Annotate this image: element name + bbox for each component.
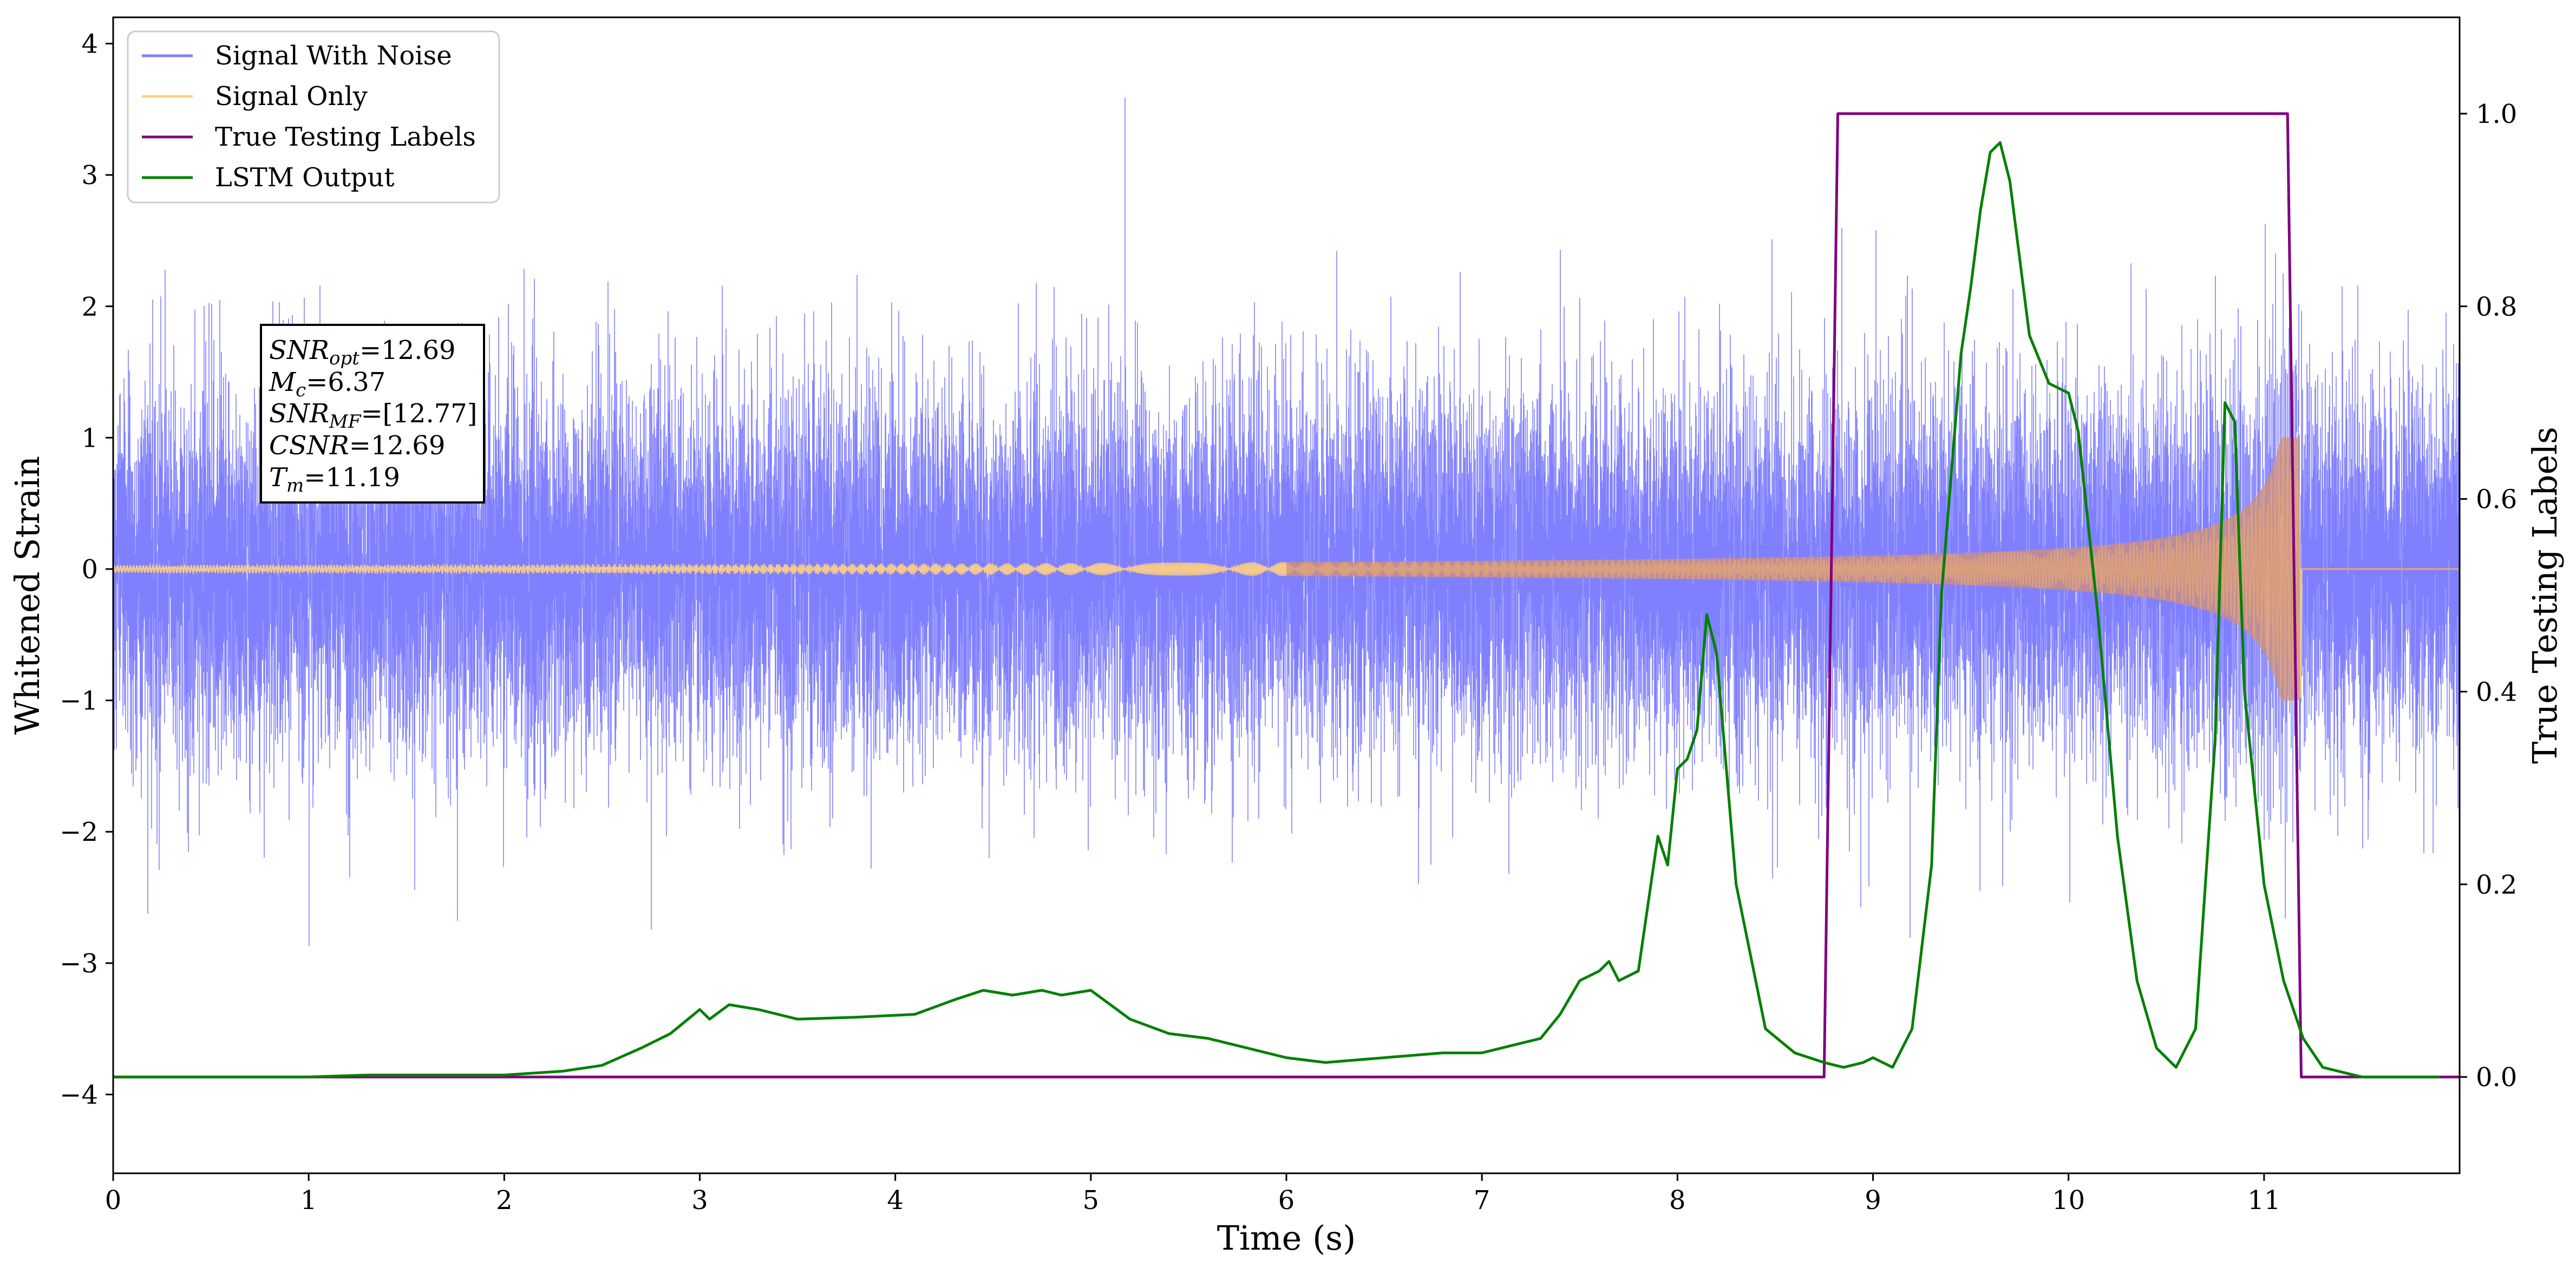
y-tick-label: 3 bbox=[81, 160, 98, 191]
annotation-csnr: CSNR=12.69 bbox=[269, 430, 445, 461]
y-axis-title: Whitened Strain bbox=[8, 456, 47, 735]
annotation-snr-opt: SNRopt=12.69 bbox=[269, 335, 456, 369]
x-tick-label: 10 bbox=[2052, 1185, 2085, 1216]
x-tick-label: 0 bbox=[105, 1185, 122, 1216]
annotation-tm: Tm=11.19 bbox=[269, 462, 400, 496]
signal-only-envelope bbox=[1286, 437, 2300, 701]
y-tick-label: 0 bbox=[81, 554, 98, 585]
y-tick-label: −3 bbox=[60, 949, 98, 979]
annotation-frame bbox=[260, 324, 485, 504]
y2-tick-label: 0.0 bbox=[2476, 1062, 2517, 1093]
y-axis-ticks: −4 −3 −2 −1 0 1 2 3 4 bbox=[60, 29, 113, 1110]
x-tick-label: 2 bbox=[496, 1185, 513, 1216]
y2-tick-label: 0.8 bbox=[2476, 292, 2517, 322]
y2-tick-label: 0.2 bbox=[2476, 870, 2517, 900]
x-axis-ticks: 0 1 2 3 4 5 6 7 8 9 10 11 bbox=[105, 1173, 2280, 1216]
y2-axis-ticks: 0.0 0.2 0.4 0.6 0.8 1.0 bbox=[2460, 99, 2517, 1093]
lstm-output-line bbox=[113, 141, 2440, 1079]
y2-tick-label: 0.6 bbox=[2476, 485, 2517, 515]
y-tick-label: −1 bbox=[60, 686, 98, 716]
legend-label: True Testing Labels bbox=[215, 122, 476, 152]
annotation-snr-mf: SNRMF=[12.77] bbox=[269, 398, 478, 433]
legend-label: Signal With Noise bbox=[215, 41, 452, 71]
signal-only-series bbox=[112, 437, 2460, 701]
legend-label: LSTM Output bbox=[215, 162, 395, 193]
x-tick-label: 5 bbox=[1083, 1185, 1100, 1216]
true-testing-labels-line bbox=[113, 112, 2460, 1079]
metrics-annotation-box: SNRopt=12.69 Mc=6.37 SNRMF=[12.77] CSNR=… bbox=[260, 324, 485, 504]
legend-label: Signal Only bbox=[215, 81, 368, 112]
legend: Signal With Noise Signal Only True Testing… bbox=[127, 30, 500, 204]
y2-tick-label: 1.0 bbox=[2476, 99, 2517, 129]
x-tick-label: 6 bbox=[1278, 1185, 1295, 1216]
x-tick-label: 1 bbox=[300, 1185, 317, 1216]
lstm-output-series bbox=[113, 141, 2440, 1079]
annotation-mc: Mc=6.37 bbox=[269, 367, 385, 401]
legend-frame bbox=[127, 30, 500, 204]
y-tick-label: 1 bbox=[81, 423, 98, 453]
y-tick-label: −2 bbox=[60, 817, 98, 847]
y2-axis-title: True Testing Labels bbox=[2525, 427, 2565, 764]
x-tick-label: 11 bbox=[2247, 1185, 2280, 1216]
x-tick-label: 9 bbox=[1865, 1185, 1881, 1216]
y2-tick-label: 0.4 bbox=[2476, 677, 2517, 707]
y-tick-label: 2 bbox=[81, 292, 98, 322]
y-tick-label: −4 bbox=[60, 1080, 98, 1110]
x-axis-title: Time (s) bbox=[1217, 1218, 1356, 1258]
x-tick-label: 4 bbox=[887, 1185, 904, 1216]
x-tick-label: 3 bbox=[691, 1185, 708, 1216]
true-testing-labels-series bbox=[113, 112, 2460, 1079]
y-tick-label: 4 bbox=[81, 29, 98, 60]
x-tick-label: 8 bbox=[1669, 1185, 1686, 1216]
x-tick-label: 7 bbox=[1474, 1185, 1490, 1216]
